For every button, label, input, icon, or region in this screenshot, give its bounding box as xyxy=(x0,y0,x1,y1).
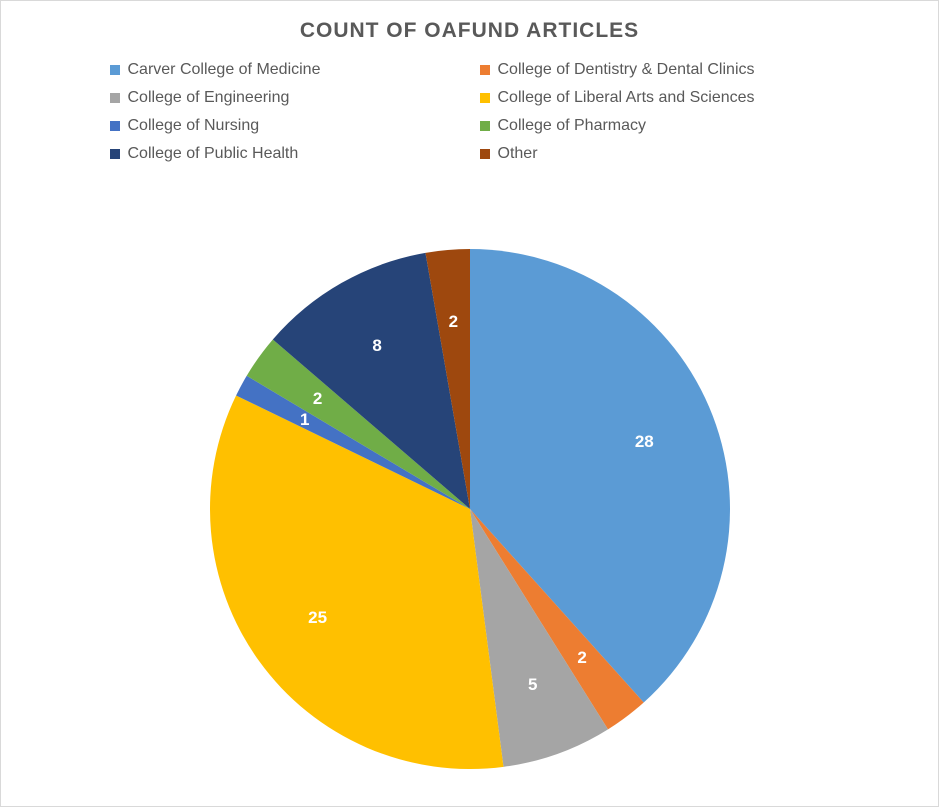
legend-label: Carver College of Medicine xyxy=(128,61,321,79)
legend-item: Other xyxy=(480,145,830,163)
legend-swatch xyxy=(480,65,490,75)
chart-title: COUNT OF OAFUND ARTICLES xyxy=(1,19,938,43)
legend-item: College of Dentistry & Dental Clinics xyxy=(480,61,830,79)
legend-item: Carver College of Medicine xyxy=(110,61,460,79)
chart-legend: Carver College of Medicine College of De… xyxy=(110,61,830,163)
chart-container: COUNT OF OAFUND ARTICLES Carver College … xyxy=(0,0,939,807)
legend-label: College of Pharmacy xyxy=(498,117,647,135)
legend-label: College of Nursing xyxy=(128,117,260,135)
legend-swatch xyxy=(480,121,490,131)
legend-swatch xyxy=(480,93,490,103)
legend-swatch xyxy=(480,149,490,159)
legend-label: College of Dentistry & Dental Clinics xyxy=(498,61,755,79)
pie-area: 2825251282 xyxy=(1,231,938,786)
legend-swatch xyxy=(110,65,120,75)
legend-item: College of Liberal Arts and Sciences xyxy=(480,89,830,107)
legend-swatch xyxy=(110,149,120,159)
legend-item: College of Pharmacy xyxy=(480,117,830,135)
legend-item: College of Engineering xyxy=(110,89,460,107)
pie-wrap: 2825251282 xyxy=(210,249,730,769)
legend-swatch xyxy=(110,93,120,103)
legend-swatch xyxy=(110,121,120,131)
legend-label: Other xyxy=(498,145,538,163)
legend-item: College of Public Health xyxy=(110,145,460,163)
pie-svg xyxy=(210,249,730,769)
legend-label: College of Public Health xyxy=(128,145,299,163)
legend-item: College of Nursing xyxy=(110,117,460,135)
legend-label: College of Engineering xyxy=(128,89,290,107)
legend-label: College of Liberal Arts and Sciences xyxy=(498,89,755,107)
